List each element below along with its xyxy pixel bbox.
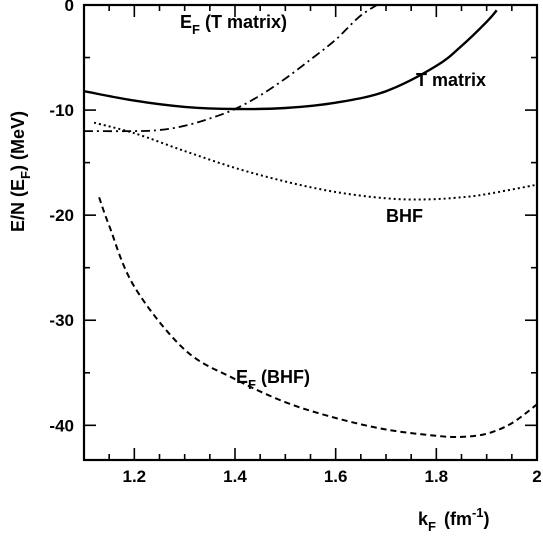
label-ef-bhf: EF (BHF): [236, 367, 310, 392]
y-tick-label: 0: [65, 0, 74, 15]
label-bhf: BHF: [386, 206, 423, 226]
x-tick-label: 1.6: [324, 467, 348, 486]
label-ef-t-matrix-main: E: [180, 12, 192, 32]
y-axis-title-main: E/N (E: [8, 179, 28, 232]
x-axis-title-unit-close: ): [484, 509, 490, 529]
label-ef-t-matrix: EF (T matrix): [180, 12, 287, 37]
y-axis-title-sub: F: [18, 171, 33, 179]
chart-curves: [84, 5, 537, 439]
axis-ticks: [83, 4, 538, 460]
label-ef-bhf-sub: F: [248, 377, 256, 392]
label-ef-t-matrix-sub: F: [192, 22, 200, 37]
y-axis-title-rest: ) (MeV): [8, 111, 28, 171]
y-axis-title: E/N (EF) (MeV): [8, 111, 33, 232]
label-t-matrix: T matrix: [416, 70, 486, 90]
y-tick-label: -10: [49, 101, 74, 120]
label-ef-t-matrix-rest: (T matrix): [200, 12, 287, 32]
tick-labels: 1.2 1.4 1.6 1.8 2 0 -10 -20 -30 -40: [49, 0, 541, 486]
series-e-f-t-matrix: [84, 5, 379, 133]
series-t-matrix: [84, 9, 498, 111]
series-bhf: [93, 121, 537, 201]
y-tick-label: -40: [49, 416, 74, 435]
x-tick-label: 1.4: [223, 467, 247, 486]
label-ef-bhf-main: E: [236, 367, 248, 387]
series-e-f-bhf: [98, 196, 537, 439]
y-tick-label: -30: [49, 311, 74, 330]
label-ef-bhf-rest: (BHF): [256, 367, 310, 387]
x-axis-title-main: k: [418, 509, 429, 529]
x-axis-title-unit-open: (fm: [444, 509, 472, 529]
x-axis-title-sub: F: [428, 519, 436, 534]
x-axis-title-unit-sup: -1: [472, 505, 484, 520]
x-tick-label: 2: [532, 467, 541, 486]
x-tick-label: 1.8: [425, 467, 449, 486]
x-axis-title: kF (fm-1): [418, 505, 490, 534]
x-tick-label: 1.2: [123, 467, 147, 486]
y-tick-label: -20: [49, 206, 74, 225]
